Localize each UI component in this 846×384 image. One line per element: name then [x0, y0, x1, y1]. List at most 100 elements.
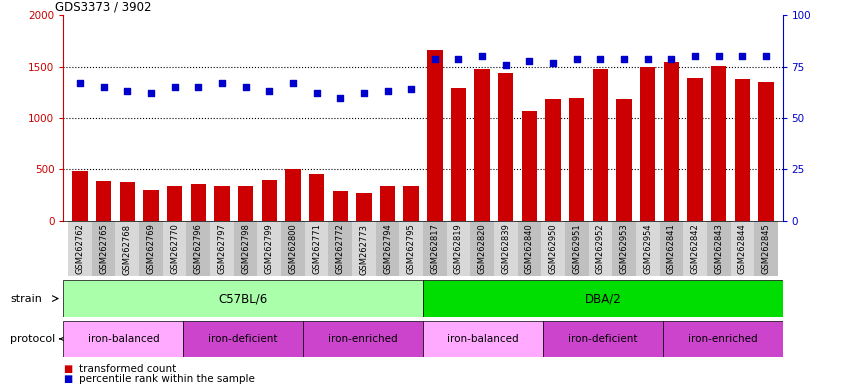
- Text: GSM262771: GSM262771: [312, 223, 321, 275]
- Bar: [470, 221, 494, 276]
- Bar: [498, 73, 514, 221]
- Point: [144, 90, 157, 96]
- Text: GSM262762: GSM262762: [75, 223, 85, 275]
- Text: iron-deficient: iron-deficient: [208, 334, 278, 344]
- Text: ■: ■: [63, 374, 73, 384]
- Bar: [285, 169, 300, 221]
- Text: GSM262842: GSM262842: [690, 223, 700, 274]
- Bar: [96, 181, 112, 221]
- Point: [310, 90, 323, 96]
- Bar: [687, 78, 703, 221]
- Bar: [190, 184, 206, 221]
- Point: [428, 55, 442, 61]
- Bar: [116, 221, 139, 276]
- Text: iron-deficient: iron-deficient: [568, 334, 638, 344]
- Bar: [734, 79, 750, 221]
- Bar: [63, 280, 423, 317]
- Point: [262, 88, 276, 94]
- Text: GSM262839: GSM262839: [502, 223, 510, 275]
- Text: iron-enriched: iron-enriched: [328, 334, 398, 344]
- Bar: [119, 182, 135, 221]
- Text: iron-balanced: iron-balanced: [448, 334, 519, 344]
- Point: [74, 80, 87, 86]
- Bar: [332, 191, 348, 221]
- Text: iron-balanced: iron-balanced: [88, 334, 159, 344]
- Point: [641, 55, 655, 61]
- Point: [712, 53, 726, 60]
- Bar: [356, 192, 371, 221]
- Bar: [475, 69, 490, 221]
- Bar: [593, 69, 608, 221]
- Text: GSM262773: GSM262773: [360, 223, 368, 275]
- Bar: [352, 221, 376, 276]
- Text: GSM262768: GSM262768: [123, 223, 132, 275]
- Point: [168, 84, 181, 90]
- Point: [215, 80, 228, 86]
- Point: [759, 53, 772, 60]
- Text: GSM262952: GSM262952: [596, 223, 605, 274]
- Bar: [730, 221, 754, 276]
- Point: [570, 55, 584, 61]
- Bar: [257, 221, 281, 276]
- Text: GSM262794: GSM262794: [383, 223, 392, 274]
- Bar: [233, 221, 257, 276]
- Point: [452, 55, 465, 61]
- Bar: [69, 221, 92, 276]
- Text: ■: ■: [63, 364, 73, 374]
- Bar: [662, 321, 783, 357]
- Text: GSM262841: GSM262841: [667, 223, 676, 274]
- Bar: [758, 82, 774, 221]
- Point: [404, 86, 418, 93]
- Bar: [238, 186, 253, 221]
- Bar: [522, 111, 537, 221]
- Bar: [546, 99, 561, 221]
- Point: [120, 88, 134, 94]
- Text: GSM262797: GSM262797: [217, 223, 227, 275]
- Bar: [423, 321, 543, 357]
- Point: [594, 55, 607, 61]
- Bar: [541, 221, 565, 276]
- Text: GSM262843: GSM262843: [714, 223, 723, 275]
- Text: GSM262765: GSM262765: [99, 223, 108, 275]
- Bar: [186, 221, 210, 276]
- Point: [475, 53, 489, 60]
- Text: GSM262817: GSM262817: [431, 223, 439, 275]
- Bar: [376, 221, 399, 276]
- Point: [665, 55, 678, 61]
- Text: GSM262770: GSM262770: [170, 223, 179, 275]
- Text: GDS3373 / 3902: GDS3373 / 3902: [55, 0, 151, 13]
- Point: [618, 55, 631, 61]
- Bar: [451, 88, 466, 221]
- Bar: [663, 61, 679, 221]
- Point: [735, 53, 749, 60]
- Bar: [328, 221, 352, 276]
- Bar: [167, 186, 183, 221]
- Text: GSM262800: GSM262800: [288, 223, 298, 274]
- Bar: [684, 221, 707, 276]
- Point: [547, 60, 560, 66]
- Point: [97, 84, 111, 90]
- Bar: [636, 221, 660, 276]
- Bar: [640, 67, 656, 221]
- Text: GSM262950: GSM262950: [548, 223, 558, 274]
- Bar: [184, 321, 303, 357]
- Text: GSM262845: GSM262845: [761, 223, 771, 274]
- Bar: [494, 221, 518, 276]
- Bar: [543, 321, 662, 357]
- Text: GSM262953: GSM262953: [619, 223, 629, 274]
- Point: [286, 80, 299, 86]
- Point: [191, 84, 205, 90]
- Bar: [569, 98, 585, 221]
- Text: GSM262795: GSM262795: [407, 223, 415, 274]
- Bar: [303, 321, 423, 357]
- Bar: [565, 221, 589, 276]
- Text: GSM262769: GSM262769: [146, 223, 156, 275]
- Bar: [518, 221, 541, 276]
- Bar: [63, 321, 184, 357]
- Bar: [754, 221, 777, 276]
- Point: [689, 53, 702, 60]
- Bar: [404, 186, 419, 221]
- Text: GSM262840: GSM262840: [525, 223, 534, 274]
- Text: GSM262954: GSM262954: [643, 223, 652, 274]
- Point: [499, 61, 513, 68]
